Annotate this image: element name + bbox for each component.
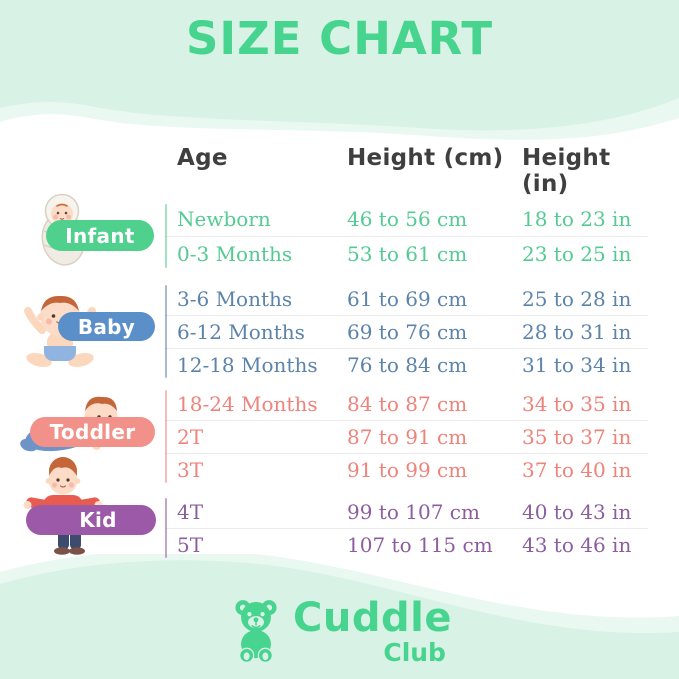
page-title: SIZE CHART: [185, 12, 494, 65]
group-accent-line: [165, 390, 167, 483]
size-row: 0-3 Months 53 to 61 cm 23 to 25 in: [165, 236, 648, 271]
height-cm-cell: 53 to 61 cm: [347, 242, 468, 266]
size-row: 2T 87 to 91 cm 35 to 37 in: [165, 420, 648, 453]
size-row: Newborn 46 to 56 cm 18 to 23 in: [165, 201, 648, 236]
height-cm-cell: 84 to 87 cm: [347, 391, 468, 416]
height-in-cell: 28 to 31 in: [522, 320, 632, 344]
brand-logo: Cuddle Club: [0, 598, 679, 665]
height-in-cell: 40 to 43 in: [522, 499, 632, 524]
age-cell: 6-12 Months: [177, 320, 305, 344]
age-cell: 2T: [177, 425, 204, 449]
size-row: 3T 91 to 99 cm 37 to 40 in: [165, 453, 648, 486]
size-row: 3-6 Months 61 to 69 cm 25 to 28 in: [165, 282, 648, 315]
age-cell: 3-6 Months: [177, 286, 293, 311]
table-header-row: Age Height (cm) Height (in): [165, 145, 648, 197]
kid-group-badge: Kid: [26, 505, 156, 535]
height-in-cell: 23 to 25 in: [522, 242, 632, 266]
age-cell: 3T: [177, 458, 204, 482]
size-row: 12-18 Months 76 to 84 cm 31 to 34 in: [165, 348, 648, 381]
size-group-toddler: 18-24 Months 84 to 87 cm 34 to 35 in 2T 87 t…: [165, 387, 648, 486]
height-cm-cell: 76 to 84 cm: [347, 353, 468, 377]
group-accent-line: [165, 498, 167, 558]
size-row: 18-24 Months 84 to 87 cm 34 to 35 in: [165, 387, 648, 420]
height-cm-cell: 87 to 91 cm: [347, 425, 468, 449]
height-in-cell: 18 to 23 in: [522, 206, 632, 231]
toddler-group-badge: Toddler: [30, 417, 155, 447]
size-group-baby: 3-6 Months 61 to 69 cm 25 to 28 in 6-12 Mon…: [165, 282, 648, 381]
height-cm-cell: 99 to 107 cm: [347, 499, 480, 524]
age-cell: 18-24 Months: [177, 391, 318, 416]
height-cm-cell: 91 to 99 cm: [347, 458, 468, 482]
height-in-cell: 43 to 46 in: [522, 533, 632, 557]
size-group-kid: 4T 99 to 107 cm 40 to 43 in 5T 107 to 115 cm…: [165, 495, 648, 561]
column-header-height-cm: Height (cm): [347, 145, 504, 171]
height-cm-cell: 69 to 76 cm: [347, 320, 468, 344]
baby-group-badge: Baby: [58, 312, 155, 341]
height-in-cell: 31 to 34 in: [522, 353, 632, 377]
brand-name: Cuddle: [293, 595, 452, 641]
height-in-cell: 35 to 37 in: [522, 425, 632, 449]
height-in-cell: 25 to 28 in: [522, 286, 632, 311]
height-cm-cell: 61 to 69 cm: [347, 286, 468, 311]
age-cell: 5T: [177, 533, 204, 557]
group-accent-line: [165, 285, 167, 378]
size-row: 6-12 Months 69 to 76 cm 28 to 31 in: [165, 315, 648, 348]
size-row: 4T 99 to 107 cm 40 to 43 in: [165, 495, 648, 528]
teddy-bear-icon: [235, 600, 277, 663]
group-accent-line: [165, 204, 167, 268]
height-cm-cell: 46 to 56 cm: [347, 206, 468, 231]
height-in-cell: 37 to 40 in: [522, 458, 632, 482]
infant-group-badge: Infant: [46, 220, 154, 251]
age-cell: Newborn: [177, 206, 271, 231]
size-row: 5T 107 to 115 cm 43 to 46 in: [165, 528, 648, 561]
age-cell: 12-18 Months: [177, 353, 318, 377]
age-cell: 0-3 Months: [177, 242, 293, 266]
height-cm-cell: 107 to 115 cm: [347, 533, 493, 557]
height-in-cell: 34 to 35 in: [522, 391, 632, 416]
column-header-height-in: Height (in): [522, 145, 611, 197]
size-group-infant: Newborn 46 to 56 cm 18 to 23 in 0-3 Months 5…: [165, 201, 648, 271]
column-header-age: Age: [177, 145, 228, 171]
age-cell: 4T: [177, 499, 204, 524]
brand-subname: Club: [383, 638, 446, 667]
